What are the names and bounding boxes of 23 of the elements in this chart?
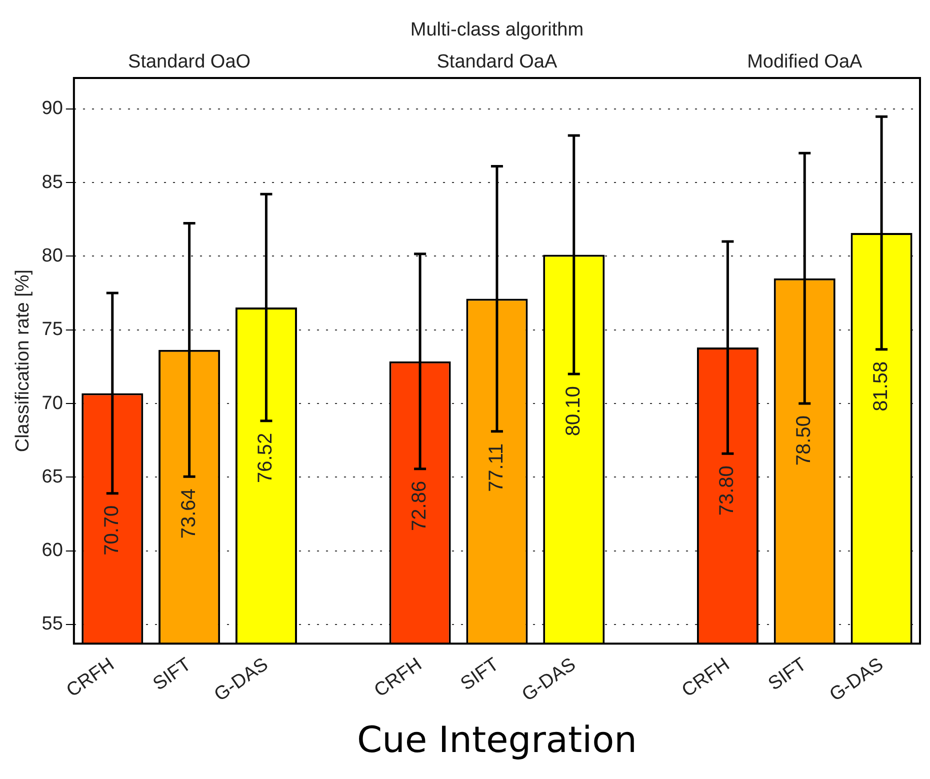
data-label: 78.50 xyxy=(793,416,816,466)
data-label: 73.80 xyxy=(716,466,738,516)
data-label: 76.52 xyxy=(254,432,277,483)
data-label: 70.70 xyxy=(100,505,123,556)
y-tick-label: 60 xyxy=(42,540,63,562)
data-label: 81.58 xyxy=(870,361,892,412)
y-tick-label: 90 xyxy=(42,98,63,120)
y-tick-label: 85 xyxy=(42,172,63,193)
data-label: 73.64 xyxy=(178,488,200,539)
text: Standard OaA xyxy=(436,52,558,73)
y-axis-title: Classification rate [%] xyxy=(12,269,34,452)
y-tick-label: 80 xyxy=(42,245,63,266)
data-label: 77.11 xyxy=(485,443,508,492)
data-label: 72.86 xyxy=(408,480,431,531)
data-label: 80.10 xyxy=(562,386,584,436)
y-tick-label: 70 xyxy=(42,392,63,414)
y-tick-label: 75 xyxy=(42,319,63,340)
text: Standard OaO xyxy=(128,52,251,73)
y-tick-label: 65 xyxy=(42,466,63,488)
y-tick-label: 55 xyxy=(42,614,63,635)
x2-axis-title: Multi-class algorithm xyxy=(410,20,584,41)
text: Modified OaA xyxy=(747,52,863,73)
x-axis-title: Cue Integration xyxy=(357,720,637,761)
